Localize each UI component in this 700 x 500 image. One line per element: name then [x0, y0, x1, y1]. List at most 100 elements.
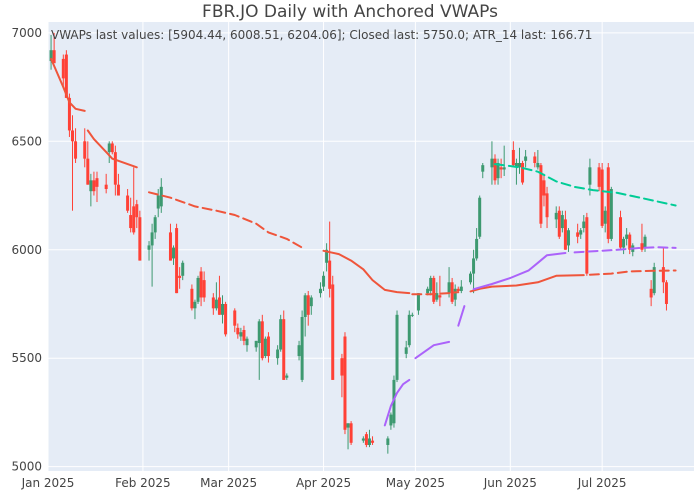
candle-up	[625, 228, 629, 246]
vwap-line-segment	[588, 269, 677, 276]
candle-body	[435, 293, 439, 300]
candle-body	[70, 130, 74, 142]
candle-down	[113, 145, 117, 196]
candle-body	[245, 338, 249, 346]
candle-body	[285, 375, 289, 378]
plot-area	[48, 22, 694, 471]
candle-body	[426, 288, 430, 294]
candle-body	[153, 217, 157, 233]
candle-up	[652, 262, 656, 296]
candle-down	[606, 162, 610, 244]
candle-up	[475, 228, 479, 261]
candle-body	[490, 158, 494, 168]
candle-down	[175, 223, 179, 294]
candle-body	[343, 336, 347, 430]
candle-body	[279, 319, 283, 350]
candle-down	[110, 141, 114, 155]
candle-down	[349, 421, 353, 445]
candle-body	[266, 336, 270, 357]
candle-body	[303, 295, 307, 317]
candle-up	[481, 162, 485, 179]
candle-down	[168, 223, 172, 261]
candle-up	[386, 436, 390, 454]
candle-down	[545, 186, 549, 229]
candle-down	[450, 277, 454, 304]
candle-up	[147, 241, 151, 261]
candle-body	[652, 267, 656, 294]
candle-body	[622, 238, 626, 248]
candle-body	[260, 321, 264, 359]
candle-down	[628, 232, 632, 255]
candle-body	[447, 282, 451, 294]
candle-body	[456, 288, 460, 291]
grid-lines	[47, 22, 694, 471]
candle-up	[407, 310, 411, 348]
candle-body	[371, 440, 375, 443]
candle-body	[196, 277, 200, 302]
candle-body	[190, 288, 194, 309]
candle-down	[649, 280, 653, 307]
candle-down	[242, 325, 246, 346]
candle-body	[588, 167, 592, 185]
candle-body	[560, 215, 564, 229]
candle-body	[597, 167, 601, 187]
candle-body	[217, 297, 221, 315]
candle-body	[628, 234, 632, 250]
candle-up	[239, 327, 243, 341]
candle-body	[563, 219, 567, 250]
vwap-line-segment	[86, 129, 138, 169]
candle-body	[511, 149, 515, 166]
candle-down	[640, 223, 644, 252]
candle-up	[325, 243, 329, 272]
candle-body	[110, 143, 114, 153]
candle-body	[138, 217, 142, 261]
candle-up	[622, 236, 626, 255]
candle-down	[328, 221, 332, 298]
candle-body	[239, 332, 243, 337]
candle-down	[597, 162, 601, 192]
vwap-line-segment	[494, 163, 677, 207]
vwap-line-segment	[457, 305, 466, 327]
candle-body	[619, 217, 623, 248]
candle-down	[129, 197, 133, 233]
candle-body	[661, 267, 665, 283]
candle-down	[340, 353, 344, 398]
candle-body	[233, 310, 237, 326]
x-tick-label: Feb 2025	[115, 476, 171, 490]
candle-down	[266, 332, 270, 363]
candle-body	[181, 262, 185, 276]
chart-title: FBR.JO Daily with Anchored VWAPs	[202, 2, 498, 22]
candle-body	[524, 156, 528, 161]
candle-body	[579, 230, 583, 235]
candle-up	[566, 228, 570, 252]
candle-body	[282, 319, 286, 380]
candle-body	[404, 347, 408, 354]
candle-up	[214, 282, 218, 311]
candle-up	[429, 275, 433, 296]
x-tick-label: May 2025	[386, 476, 445, 490]
candle-body	[566, 230, 570, 246]
candle-body	[469, 273, 473, 283]
candle-body	[221, 303, 225, 315]
candle-up	[107, 141, 111, 163]
x-tick-label: Apr 2025	[296, 476, 351, 490]
candle-up	[279, 314, 283, 352]
candle-up	[560, 210, 564, 233]
candle-body	[328, 260, 332, 289]
x-tick-label: Mar 2025	[200, 476, 257, 490]
candle-body	[325, 249, 329, 263]
candle-body	[135, 204, 139, 218]
candle-body	[429, 277, 433, 291]
candle-body	[496, 162, 500, 179]
candle-body	[276, 349, 280, 359]
candle-up	[514, 158, 518, 185]
candle-down	[542, 173, 546, 207]
candle-body	[64, 54, 68, 98]
candle-down	[190, 284, 194, 311]
candle-up	[318, 282, 322, 298]
candle-down	[282, 310, 286, 380]
candle-down	[74, 128, 78, 163]
candle-body	[74, 141, 78, 159]
candle-up	[193, 299, 197, 320]
candle-body	[193, 301, 197, 309]
